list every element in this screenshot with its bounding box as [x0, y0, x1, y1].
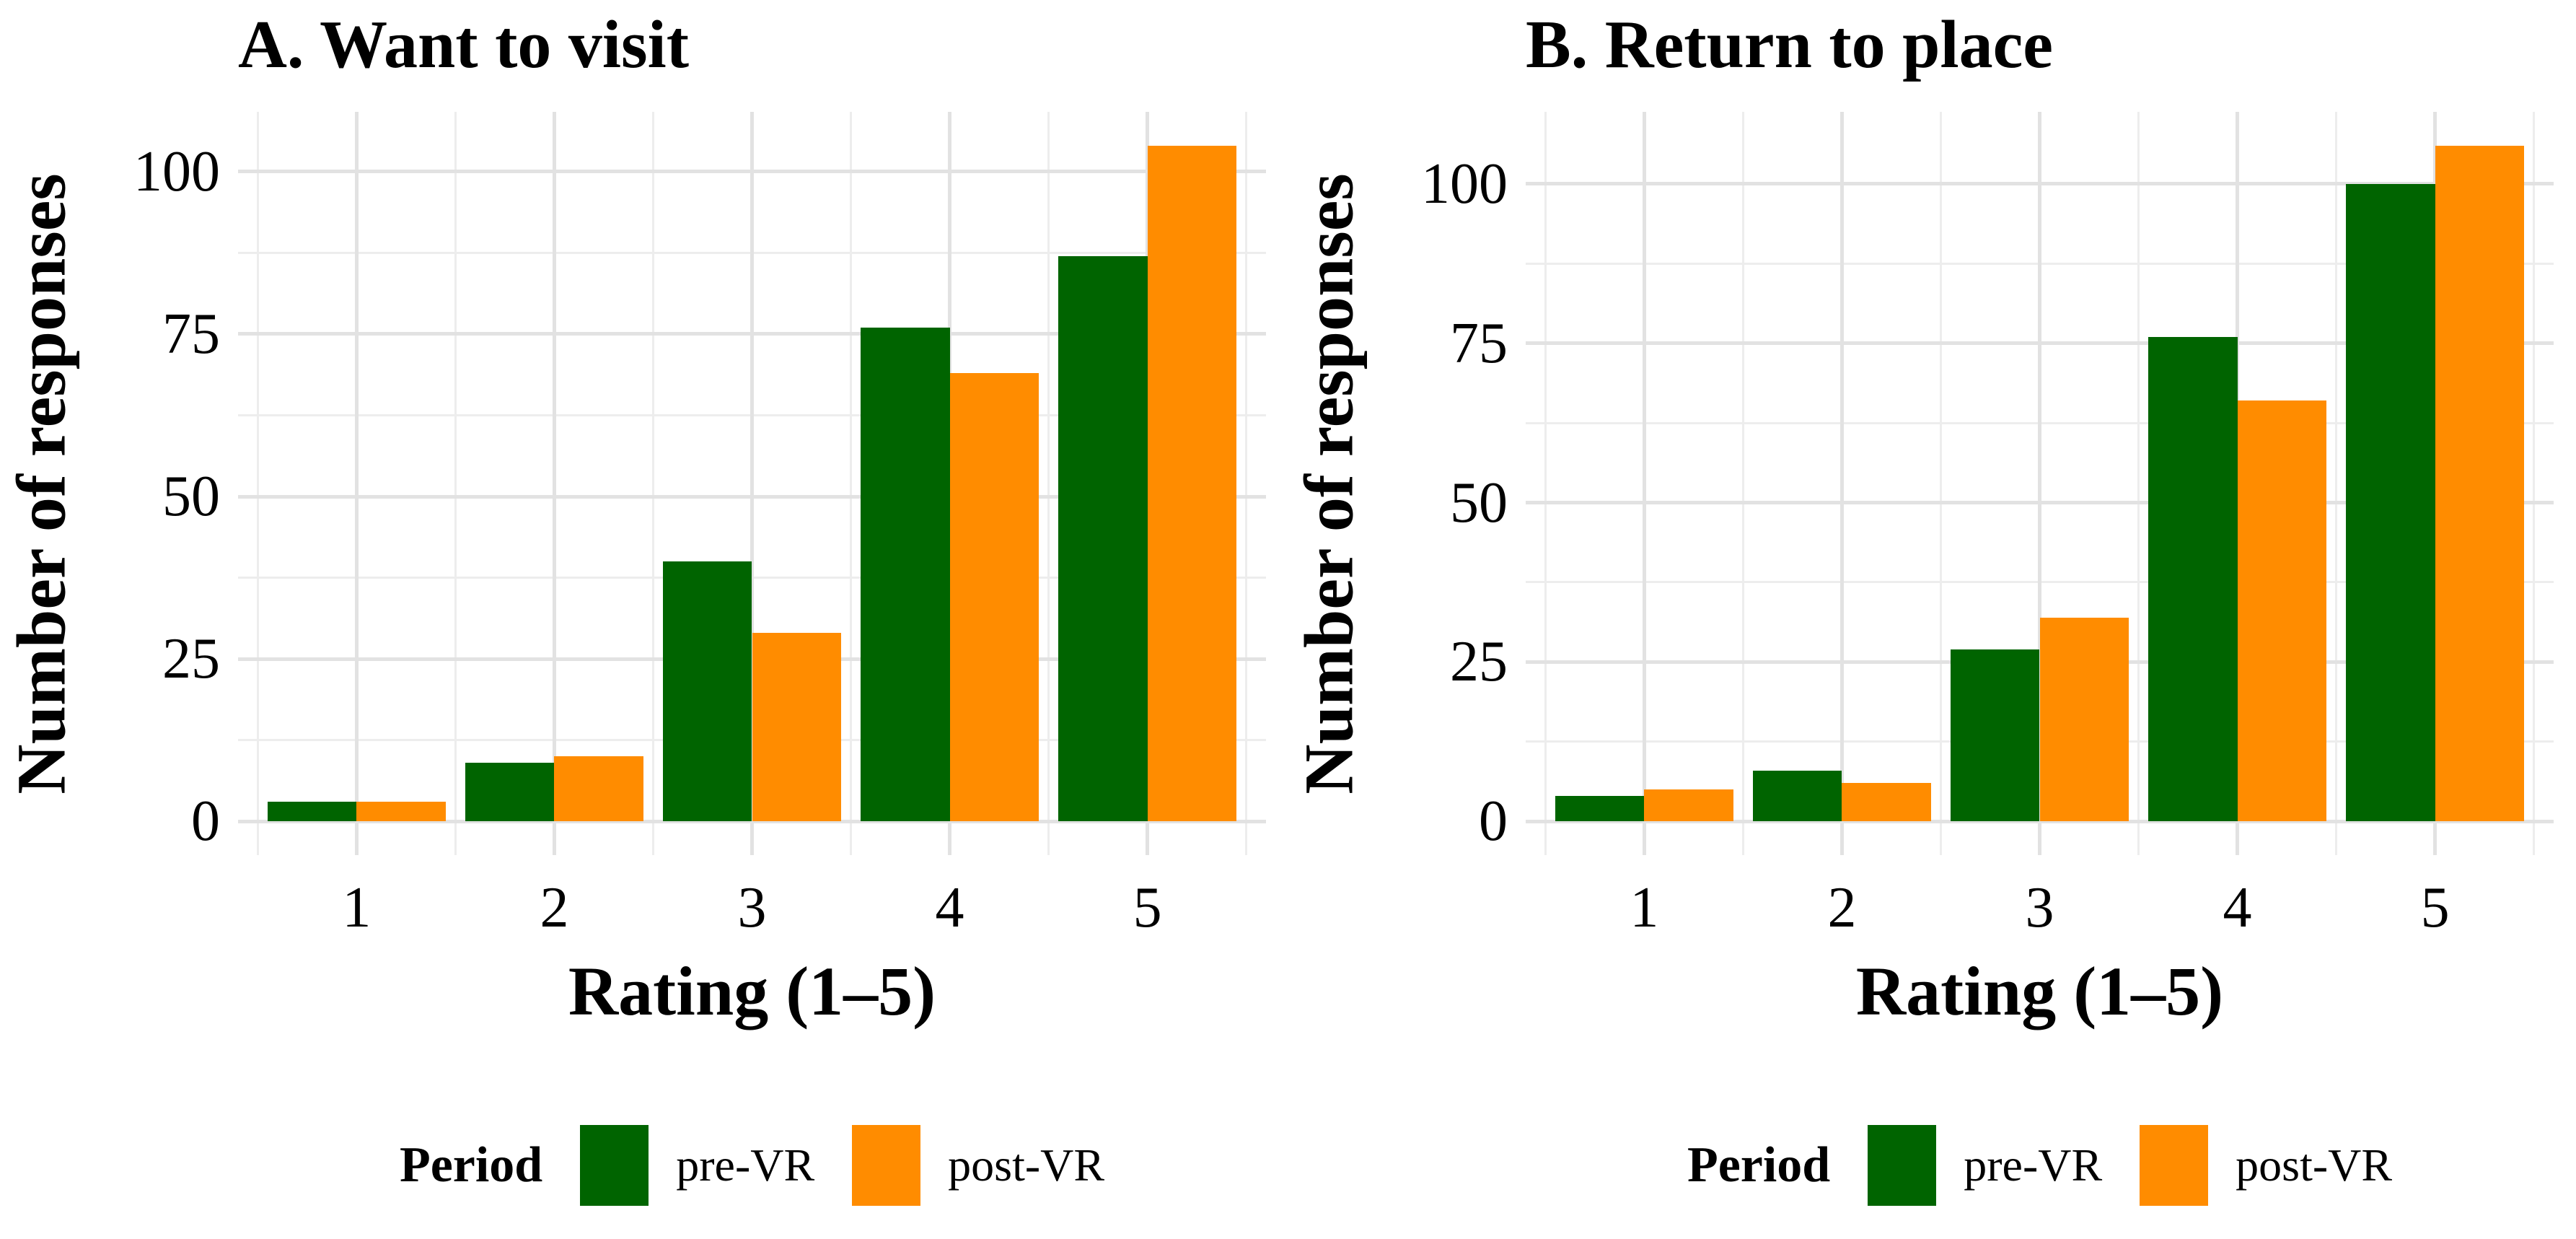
- x-axis-label: Rating (1–5): [1855, 953, 2224, 1030]
- gridline-minor-vertical: [1939, 112, 1942, 855]
- x-tick-label-4: 4: [2223, 876, 2252, 940]
- gridline-minor-vertical: [1245, 112, 1248, 855]
- gridline-minor-vertical: [454, 112, 457, 855]
- panel-a-plot-area: [238, 112, 1266, 855]
- legend-item-pre-vr: pre-VR: [1868, 1125, 2102, 1206]
- gridline-minor-vertical: [256, 112, 259, 855]
- bar-pre-VR-rating-4: [2148, 336, 2238, 822]
- y-tick-label-0: 0: [1479, 789, 1508, 854]
- x-tick-label-5: 5: [2420, 876, 2450, 940]
- gridline-major-vertical: [1839, 112, 1844, 855]
- bar-post-VR-rating-3: [2039, 617, 2129, 822]
- gridline-major-vertical: [354, 112, 359, 855]
- legend-item-post-vr: post-VR: [852, 1125, 1104, 1206]
- x-tick-label-4: 4: [935, 876, 964, 940]
- panel-b-plot-area: [1526, 112, 2554, 855]
- legend-item-pre-vr: pre-VR: [580, 1125, 814, 1206]
- bar-pre-VR-rating-3: [663, 561, 752, 822]
- panel-a-x-axis-ticks: 1 2 3 4 5: [238, 855, 1266, 942]
- panel-a-title: A. Want to visit: [238, 7, 689, 82]
- y-tick-label-50: 50: [162, 465, 220, 528]
- bar-post-VR-rating-1: [1644, 789, 1733, 822]
- bar-pre-VR-rating-2: [465, 763, 555, 822]
- bar-post-VR-rating-2: [1842, 783, 1931, 822]
- gridline-major-vertical: [750, 112, 754, 855]
- panel-a-legend: Period pre-VR post-VR: [238, 1104, 1266, 1227]
- legend-label-post-vr: post-VR: [948, 1139, 1105, 1191]
- gridline-major-vertical: [552, 112, 556, 855]
- y-tick-label-100: 100: [133, 139, 220, 203]
- y-tick-label-50: 50: [1450, 470, 1508, 535]
- y-tick-label-100: 100: [1421, 152, 1508, 216]
- bar-pre-VR-rating-2: [1753, 770, 1842, 822]
- gridline-minor-vertical: [2335, 112, 2338, 855]
- bar-post-VR-rating-3: [752, 633, 841, 822]
- bar-post-VR-rating-5: [1147, 145, 1236, 822]
- bar-pre-VR-rating-5: [1058, 255, 1148, 822]
- x-tick-label-2: 2: [1827, 876, 1857, 940]
- gridline-minor-vertical: [2533, 112, 2536, 855]
- y-tick-label-75: 75: [162, 302, 220, 366]
- legend-label-post-vr: post-VR: [2236, 1139, 2393, 1191]
- bar-post-VR-rating-4: [2237, 400, 2326, 822]
- x-tick-label-3: 3: [2025, 876, 2054, 940]
- x-tick-label-5: 5: [1133, 876, 1162, 940]
- panel-a-y-axis-ticks: 0 25 50 75 100: [69, 112, 220, 855]
- bar-post-VR-rating-2: [554, 756, 643, 822]
- bar-post-VR-rating-5: [2435, 145, 2524, 822]
- gridline-major-vertical: [2038, 112, 2041, 855]
- x-tick-label-2: 2: [540, 876, 569, 940]
- y-tick-label-0: 0: [191, 789, 220, 854]
- legend-title: Period: [1687, 1137, 1831, 1193]
- bar-pre-VR-rating-1: [268, 802, 357, 822]
- legend-swatch-post-vr-icon: [852, 1125, 921, 1206]
- legend-swatch-post-vr-icon: [2140, 1125, 2209, 1206]
- y-tick-label-25: 25: [162, 627, 220, 691]
- gridline-minor-vertical: [1544, 112, 1547, 855]
- x-tick-label-1: 1: [1630, 876, 1659, 940]
- panel-b-title: B. Return to place: [1526, 7, 2054, 82]
- bar-post-VR-rating-1: [356, 802, 446, 822]
- bar-pre-VR-rating-1: [1555, 795, 1645, 822]
- gridline-minor-vertical: [850, 112, 853, 855]
- legend-title: Period: [399, 1137, 543, 1193]
- gridline-major-vertical: [1642, 112, 1646, 855]
- panel-b-legend: Period pre-VR post-VR: [1526, 1104, 2554, 1227]
- gridline-minor-vertical: [2137, 112, 2140, 855]
- gridline-minor-vertical: [651, 112, 654, 855]
- panel-b-x-axis-ticks: 1 2 3 4 5: [1526, 855, 2554, 942]
- legend-label-pre-vr: pre-VR: [676, 1139, 815, 1191]
- y-tick-label-75: 75: [1450, 311, 1508, 375]
- x-tick-label-3: 3: [737, 876, 767, 940]
- bar-pre-VR-rating-5: [2346, 183, 2435, 822]
- bar-pre-VR-rating-3: [1951, 649, 2040, 822]
- legend-swatch-pre-vr-icon: [580, 1125, 649, 1206]
- panel-b-y-axis-ticks: 0 25 50 75 100: [1356, 112, 1508, 855]
- panel-a: A. Want to visit Number of responses 0 25…: [3, 7, 1266, 1227]
- bar-post-VR-rating-4: [949, 372, 1039, 822]
- bar-pre-VR-rating-4: [861, 327, 950, 822]
- gridline-minor-vertical: [1047, 112, 1050, 855]
- x-axis-label: Rating (1–5): [568, 953, 936, 1030]
- legend-label-pre-vr: pre-VR: [1964, 1139, 2103, 1191]
- gridline-minor-vertical: [1741, 112, 1744, 855]
- legend-item-post-vr: post-VR: [2140, 1125, 2392, 1206]
- x-tick-label-1: 1: [342, 876, 372, 940]
- legend-swatch-pre-vr-icon: [1868, 1125, 1937, 1206]
- y-tick-label-25: 25: [1450, 630, 1508, 694]
- panel-b: B. Return to place Number of responses 0…: [1288, 0, 2575, 1239]
